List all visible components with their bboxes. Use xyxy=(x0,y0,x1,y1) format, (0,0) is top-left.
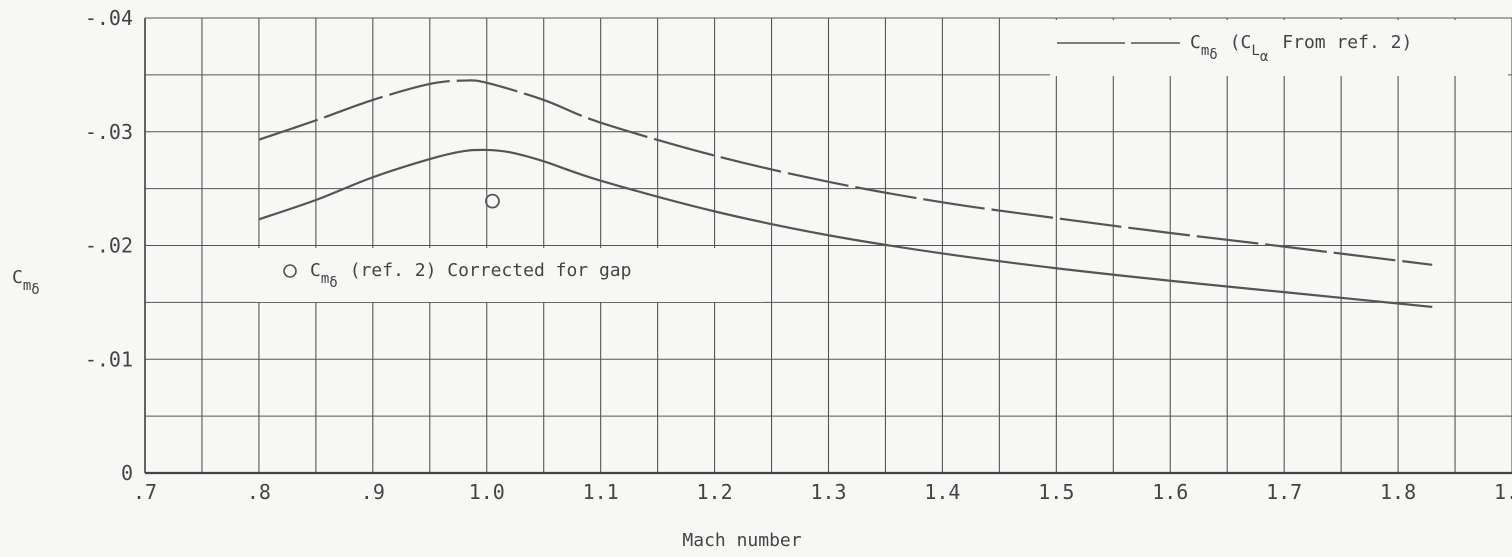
legend-dashed-rest: From ref. 2) xyxy=(1282,32,1412,53)
x-tick-label: 1.5 xyxy=(1038,480,1074,504)
legend-dashed-sub: m xyxy=(1201,43,1209,59)
x-tick-label: .8 xyxy=(247,480,271,504)
legend-dashed-psubsub: α xyxy=(1260,49,1269,65)
legend-point-box xyxy=(256,248,764,302)
legend-dashed: Cmδ (CLα From ref. 2) xyxy=(1050,20,1508,76)
legend-point-main: C xyxy=(310,260,321,281)
data-point-circle xyxy=(485,193,500,209)
legend-dashed-psub: L xyxy=(1251,43,1259,59)
x-tick-label: 1.2 xyxy=(697,480,733,504)
x-tick-label: 1.0 xyxy=(469,480,505,504)
x-axis-label: Mach number xyxy=(682,530,801,551)
x-tick-label: 1.4 xyxy=(924,480,960,504)
x-tick-label: 1.6 xyxy=(1152,480,1188,504)
y-tick-label: 0 xyxy=(121,461,133,485)
axes: .7 .8 .9 1.0 1.1 1.2 1.3 1.4 1.5 1.6 1.7 1.8 1.9 0 -.0… xyxy=(85,6,1512,504)
y-axis-label-sub: m xyxy=(23,278,31,294)
x-tick-label: 1.7 xyxy=(1266,480,1302,504)
y-axis-label-main: C xyxy=(12,267,23,288)
series-group xyxy=(258,79,1433,309)
x-tick-label: 1.3 xyxy=(810,480,846,504)
legend-point-marker xyxy=(283,264,297,278)
x-tick-label: 1.1 xyxy=(583,480,619,504)
y-tick-label: -.03 xyxy=(85,120,133,144)
series-line-solid xyxy=(258,148,1433,309)
x-tick-label: 1.9 xyxy=(1494,480,1512,504)
legend-dashed-paren: (C xyxy=(1230,32,1252,53)
y-tick-label: -.01 xyxy=(85,347,133,371)
y-axis-label: Cmδ xyxy=(12,267,40,298)
y-axis-label-subsub: δ xyxy=(31,282,39,298)
x-tick-label: .9 xyxy=(361,480,385,504)
x-tick-label: 1.8 xyxy=(1380,480,1416,504)
legend-dashed-label: Cmδ (CLα From ref. 2) xyxy=(1190,32,1412,65)
y-tick-label: -.02 xyxy=(85,234,133,258)
grid xyxy=(144,17,1512,474)
legend-point: Cmδ (ref. 2) Corrected for gap xyxy=(256,248,764,302)
legend-dashed-subsub: δ xyxy=(1209,47,1217,63)
legend-point-sub: m xyxy=(321,271,329,287)
x-tick-label: .7 xyxy=(133,480,157,504)
legend-point-rest: (ref. 2) Corrected for gap xyxy=(350,260,632,281)
series-line-dashed xyxy=(258,79,1433,266)
legend-point-subsub: δ xyxy=(329,275,337,291)
legend-dashed-box xyxy=(1050,20,1508,76)
y-tick-label: -.04 xyxy=(85,6,133,30)
legend-point-label: Cmδ (ref. 2) Corrected for gap xyxy=(310,260,631,291)
legend-dashed-main: C xyxy=(1190,32,1201,53)
